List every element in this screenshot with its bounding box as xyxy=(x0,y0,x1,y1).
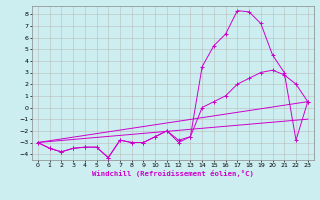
X-axis label: Windchill (Refroidissement éolien,°C): Windchill (Refroidissement éolien,°C) xyxy=(92,170,254,177)
